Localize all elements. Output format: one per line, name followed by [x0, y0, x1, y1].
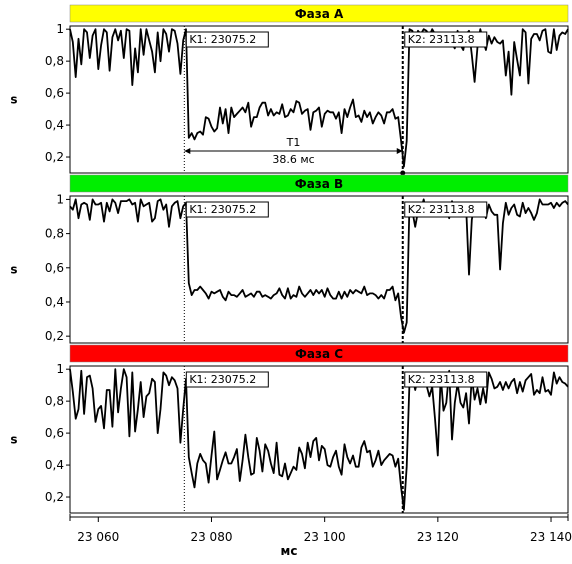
interval-value: 38.6 мс	[272, 153, 314, 166]
y-tick-label: 1	[56, 22, 64, 36]
interval-arrow-left	[184, 148, 191, 154]
phase-title: Фаза C	[295, 347, 343, 361]
x-axis-label: мс	[281, 544, 298, 558]
cursor-k2-label: K2: 23113.8	[408, 203, 475, 216]
phase-header-bar	[69, 344, 569, 363]
x-axis: 23 060 23 080 23 100 23 120 23 140 мс	[69, 514, 572, 558]
panel-3: Фаза C 1 0,8 0,6 0,4 0,2 s K1: 23075.2 K2: 23113…	[10, 344, 569, 514]
panel-1: Фаза A 1 0,8 0,6 0,4 0,2 s K1: 23075.2 K2: 23113…	[10, 4, 569, 176]
interval-arrow-right	[396, 148, 403, 154]
cursor-k1-label-box	[185, 31, 269, 48]
phase-header-bar	[69, 174, 569, 193]
interval-end-dot	[400, 170, 406, 176]
y-tick-label: 1	[56, 192, 64, 206]
cursor-k1-label: K1: 23075.2	[189, 203, 256, 216]
x-tick-label: 23 080	[190, 530, 232, 544]
phase-title: Фаза B	[295, 177, 343, 191]
plot-frame	[69, 25, 569, 174]
phase-header-bar	[69, 4, 569, 23]
plot-frame	[69, 365, 569, 514]
y-tick-label: 0,4	[45, 118, 64, 132]
phase-title: Фаза A	[295, 7, 344, 21]
y-tick-label: 0,4	[45, 458, 64, 472]
y-axis-label: s	[10, 263, 17, 277]
plot-frame	[69, 195, 569, 344]
y-axis-label: s	[10, 93, 17, 107]
cursor-k1-label: K1: 23075.2	[189, 33, 256, 46]
y-tick-label: 0,2	[45, 329, 64, 343]
cursor-k2-label-box	[404, 31, 488, 48]
cursor-k1-label-box	[185, 201, 269, 218]
series-line	[69, 368, 569, 511]
cursor-k2-label: K2: 23113.8	[408, 373, 475, 386]
y-tick-label: 1	[56, 362, 64, 376]
x-tick-label: 23 120	[417, 530, 459, 544]
y-axis-label: s	[10, 433, 17, 447]
y-tick-label: 0,2	[45, 490, 64, 504]
cursor-k1-label-box	[185, 371, 269, 388]
y-tick-label: 0,2	[45, 150, 64, 164]
x-tick-label: 23 140	[530, 530, 572, 544]
x-tick-label: 23 100	[304, 530, 346, 544]
cursor-k2-label-box	[404, 371, 488, 388]
cursor-k2-label-box	[404, 201, 488, 218]
y-tick-label: 0,8	[45, 227, 64, 241]
y-tick-label: 0,6	[45, 426, 64, 440]
interval-name: T1	[286, 136, 301, 149]
y-tick-label: 0,4	[45, 295, 64, 309]
x-tick-label: 23 060	[77, 530, 119, 544]
cursor-k1-label: K1: 23075.2	[189, 373, 256, 386]
panel-2: Фаза B 1 0,8 0,6 0,4 0,2 s K1: 23075.2 K2: 23113…	[10, 174, 569, 344]
cursor-k2-label: K2: 23113.8	[408, 33, 475, 46]
y-tick-label: 0,6	[45, 261, 64, 275]
y-tick-label: 0,8	[45, 54, 64, 68]
y-tick-label: 0,6	[45, 86, 64, 100]
y-tick-label: 0,8	[45, 394, 64, 408]
